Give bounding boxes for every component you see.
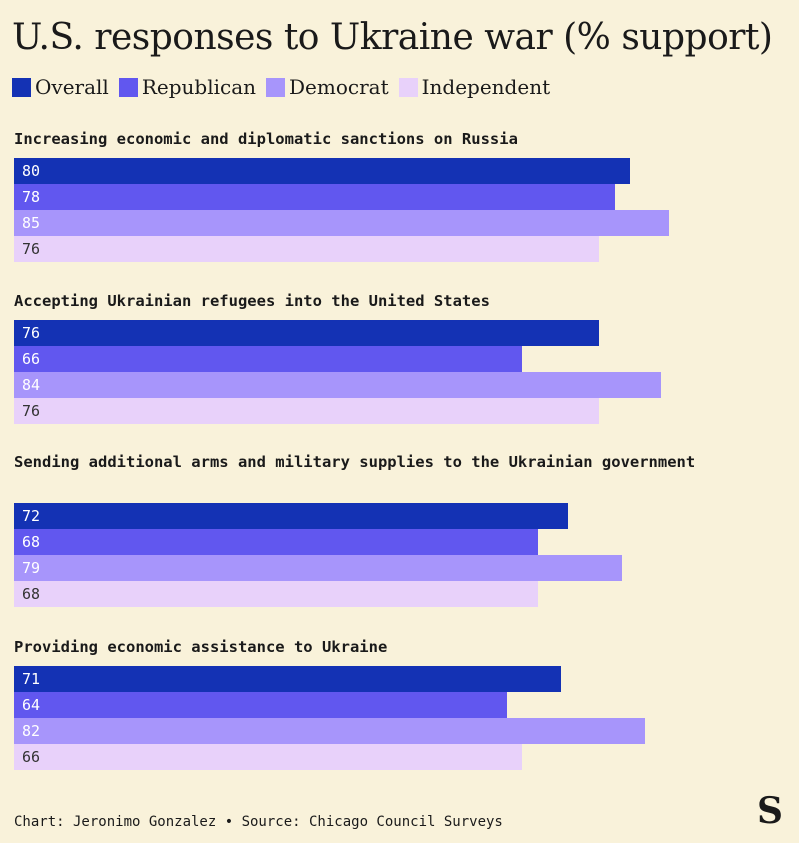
legend-label-overall: Overall — [35, 75, 109, 99]
legend-item-independent: Independent — [398, 74, 551, 100]
bar-overall-2 — [14, 320, 600, 346]
bar-democrat-3 — [14, 555, 623, 581]
bar-label-independent-2: 76 — [22, 402, 41, 420]
legend-swatch-democrat — [266, 77, 285, 97]
bar-label-republican-4: 64 — [22, 696, 41, 714]
bar-label-overall-2: 76 — [22, 324, 41, 342]
legend-label-republican: Republican — [141, 75, 256, 99]
bar-republican-4 — [14, 692, 507, 718]
bar-label-independent-1: 76 — [22, 240, 41, 258]
bar-label-democrat-4: 82 — [22, 722, 41, 740]
bar-overall-1 — [14, 158, 630, 184]
chart-footer: Chart: Jeronimo Gonzalez • Source: Chica… — [14, 814, 503, 830]
bar-label-republican-2: 66 — [22, 350, 41, 368]
bar-label-democrat-3: 79 — [22, 559, 41, 577]
group-title-1: Increasing economic and diplomatic sanct… — [14, 130, 518, 148]
bar-label-independent-3: 68 — [22, 585, 41, 603]
bar-independent-1 — [14, 236, 600, 262]
bar-label-overall-3: 72 — [22, 507, 41, 525]
bar-label-republican-3: 68 — [22, 533, 41, 551]
bar-label-democrat-2: 84 — [22, 376, 41, 394]
group-title-3: Sending additional arms and military sup… — [14, 453, 696, 471]
bar-democrat-2 — [14, 372, 661, 398]
chart-title: U.S. responses to Ukraine war (% support… — [12, 17, 773, 58]
bar-label-independent-4: 66 — [22, 748, 41, 766]
bar-democrat-1 — [14, 210, 669, 236]
bar-overall-3 — [14, 503, 569, 529]
bar-republican-2 — [14, 346, 523, 372]
bar-republican-1 — [14, 184, 615, 210]
bar-democrat-4 — [14, 718, 646, 744]
legend-label-independent: Independent — [421, 75, 551, 99]
bar-label-democrat-1: 85 — [22, 214, 41, 232]
bar-label-overall-4: 71 — [22, 670, 41, 688]
bar-label-overall-1: 80 — [22, 162, 41, 180]
bar-independent-4 — [14, 744, 523, 770]
legend-swatch-republican — [118, 77, 138, 97]
legend: Overall Republican Democrat Independent — [12, 74, 560, 100]
legend-item-republican: Republican — [118, 74, 256, 100]
logo-glyph: S — [757, 793, 783, 827]
legend-label-democrat: Democrat — [289, 75, 389, 99]
legend-item-overall: Overall — [12, 74, 109, 100]
legend-item-democrat: Democrat — [266, 74, 389, 100]
legend-swatch-independent — [398, 77, 418, 97]
bar-republican-3 — [14, 529, 538, 555]
bar-label-republican-1: 78 — [22, 188, 41, 206]
bar-overall-4 — [14, 666, 561, 692]
bar-independent-2 — [14, 398, 600, 424]
group-title-4: Providing economic assistance to Ukraine — [14, 638, 388, 656]
group-title-2: Accepting Ukrainian refugees into the Un… — [14, 292, 490, 310]
bar-independent-3 — [14, 581, 538, 607]
legend-swatch-overall — [12, 77, 31, 97]
publisher-logo-icon: S — [757, 793, 783, 827]
